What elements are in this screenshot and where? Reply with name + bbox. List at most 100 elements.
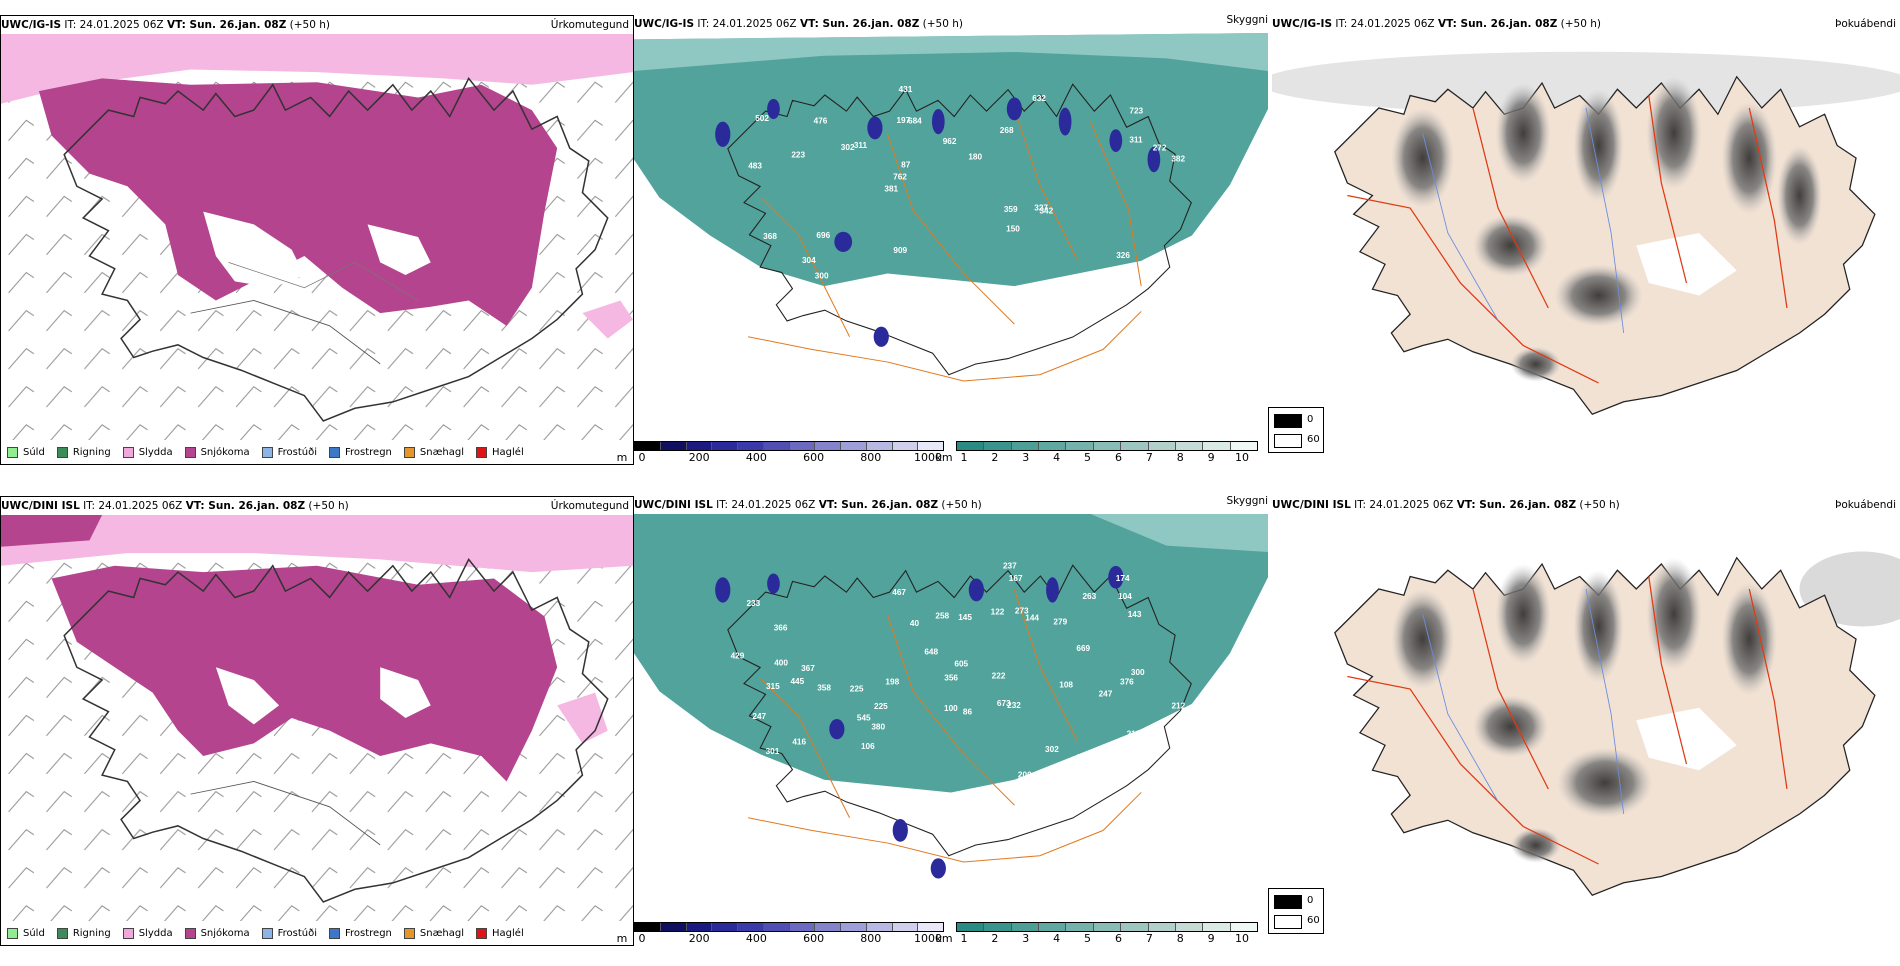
valid-time: VT: Sun. 26.jan. 08Z xyxy=(1456,499,1577,511)
precip-type-panel: UWC/DINI ISL IT: 24.01.2025 06Z VT: Sun.… xyxy=(0,496,634,946)
colorbar-cell xyxy=(1011,442,1040,450)
cloud-base-label: 143 xyxy=(1128,610,1142,619)
colorbar-cell xyxy=(635,923,661,931)
cloud-base-label: 273 xyxy=(1015,607,1029,616)
cloud-base-label: 359 xyxy=(1004,205,1018,214)
colorbar-cell xyxy=(712,442,738,450)
cloud-base-label: 167 xyxy=(1009,574,1023,583)
cloud-base-label: 225 xyxy=(771,278,785,287)
visibility-map: 935 483 723 381 268 225 197 962 368 311 174 304 684 1… xyxy=(634,33,1268,438)
colorbar-cell xyxy=(866,923,893,931)
cloud-base-label: 180 xyxy=(968,152,982,161)
valid-time: VT: Sun. 26.jan. 08Z xyxy=(799,18,920,30)
valid-time: VT: Sun. 26.jan. 08Z xyxy=(166,19,287,31)
cloud-base-label: 200 xyxy=(1018,771,1032,780)
cloud-base-label: 150 xyxy=(1006,224,1020,233)
legend-label: Haglél xyxy=(492,927,524,939)
cloud-base-label: 445 xyxy=(790,677,804,686)
legend-label: Frostregn xyxy=(345,446,392,458)
cloud-base-label: 467 xyxy=(892,588,906,597)
fog-key-high-swatch xyxy=(1274,414,1302,428)
colorbar-cell xyxy=(957,442,985,450)
cloud-base-label: 279 xyxy=(1053,617,1067,626)
legend-label: Rigning xyxy=(72,927,111,939)
colorbar-cell xyxy=(635,442,661,450)
legend-item: Frostregn xyxy=(329,927,392,939)
cloud-base-label: 632 xyxy=(1032,94,1046,103)
cloud-base-label: 145 xyxy=(958,613,972,622)
cloud-base-label: 100 xyxy=(944,704,958,713)
legend-label: Snæhagl xyxy=(419,446,465,458)
cloud-base-label: 268 xyxy=(1000,126,1014,135)
legend-item: Haglél xyxy=(476,927,524,939)
legend-swatch xyxy=(122,927,134,939)
fog-key-high-label: 0 xyxy=(1307,414,1314,425)
colorbar-tick-label: 400 xyxy=(745,932,767,945)
legend-label: Súld xyxy=(23,927,45,939)
legend-swatch xyxy=(56,927,68,939)
colorbar-cell xyxy=(892,442,919,450)
colorbar-cell xyxy=(789,442,816,450)
colorbar-tick-label: 400 xyxy=(745,451,767,464)
cloud-base-label: 429 xyxy=(731,652,745,661)
precip-type-panel: UWC/IG-IS IT: 24.01.2025 06Z VT: Sun. 26… xyxy=(0,15,634,465)
lead-time: (+50 h) xyxy=(1579,499,1620,511)
panel-title: Úrkomutegund xyxy=(550,19,629,31)
colorbar-unit: km xyxy=(935,932,953,945)
legend-item: Snæhagl xyxy=(403,927,464,939)
colorbar-cell xyxy=(1011,923,1040,931)
panel-header: UWC/IG-IS IT: 24.01.2025 06Z VT: Sun. 26… xyxy=(1272,15,1900,33)
lead-time: (+50 h) xyxy=(941,499,982,511)
legend-swatch xyxy=(261,446,273,458)
legend-swatch xyxy=(56,446,68,458)
cloud-base-label: 696 xyxy=(816,231,830,240)
colorbar-cell xyxy=(841,923,867,931)
colorbar-cell xyxy=(984,923,1012,931)
cloud-base-label: 358 xyxy=(817,684,831,693)
legend-swatch xyxy=(7,446,18,458)
legend-item: Frostúði xyxy=(261,927,317,939)
init-time: IT: 24.01.2025 06Z xyxy=(64,19,164,31)
precip-map xyxy=(1,515,633,921)
colorbar-unit: km xyxy=(935,451,953,464)
colorbar-tick-label: 5 xyxy=(1084,932,1092,945)
colorbar-tick-label: 9 xyxy=(1207,451,1215,464)
cloud-base-label: 723 xyxy=(1129,107,1143,116)
panel-title: Þokuábendi xyxy=(1835,18,1896,30)
colorbar-tick-label: 1000 xyxy=(914,451,942,464)
cloud-base-label: 222 xyxy=(992,671,1006,680)
panel-title: Úrkomutegund xyxy=(550,500,629,512)
legend-item: Frostregn xyxy=(329,446,392,458)
legend-item: Slydda xyxy=(122,927,173,939)
colorbar-cell xyxy=(1121,442,1149,450)
colorbar-tick-label: 600 xyxy=(803,451,825,464)
legend-swatch xyxy=(329,446,340,458)
colorbar-tick-label: 3 xyxy=(1022,932,1030,945)
init-time: IT: 24.01.2025 06Z xyxy=(716,499,816,511)
colorbar-tick-label: 2 xyxy=(991,451,999,464)
legend-swatch xyxy=(184,446,196,458)
colorbar-cell xyxy=(1093,442,1122,450)
legend-label: Slydda xyxy=(138,446,173,458)
cloud-base-label: 300 xyxy=(1131,668,1145,677)
colorbar-tick-label: 2 xyxy=(991,932,999,945)
cloud-base-label: 144 xyxy=(1025,613,1039,622)
colorbar-cell xyxy=(1203,923,1231,931)
cloud-base-label: 272 xyxy=(1153,143,1167,152)
cloud-base-label: 104 xyxy=(1118,592,1132,601)
init-time: IT: 24.01.2025 06Z xyxy=(697,18,797,30)
cloud-base-label: 342 xyxy=(1039,206,1053,215)
cloud-base-label: 400 xyxy=(774,659,788,668)
cloud-base-label: 232 xyxy=(1007,701,1021,710)
colorbar-cell xyxy=(957,923,985,931)
cloud-base-label: 108 xyxy=(1059,681,1073,690)
colorbar-unit: m xyxy=(616,932,628,945)
colorbar-cell xyxy=(892,923,919,931)
colorbar-tick-label: 10 xyxy=(1235,932,1249,945)
cloud-base-label: 431 xyxy=(899,85,913,94)
cloud-base-label: 213 xyxy=(1127,730,1141,739)
legend-item: Rigning xyxy=(56,927,111,939)
cloud-base-label: 197 xyxy=(896,116,910,125)
colorbar-cell xyxy=(918,442,943,450)
fog-key: 0 60 xyxy=(1268,407,1324,453)
